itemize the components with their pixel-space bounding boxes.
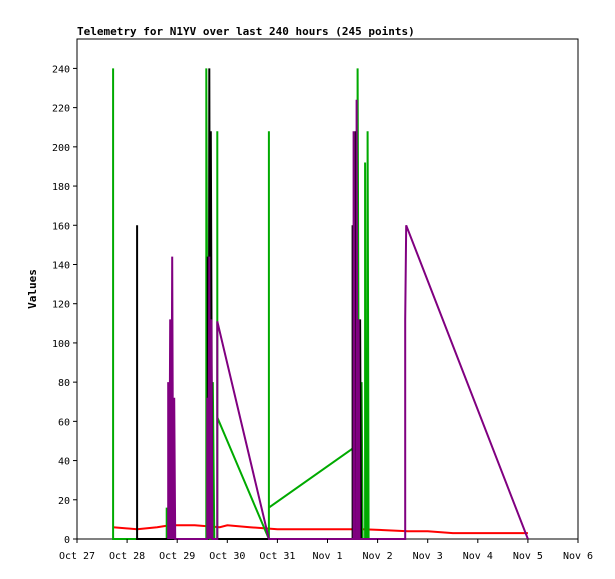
y-tick-label: 200 [52,143,70,154]
plot-area-frame [76,38,579,540]
y-tick-label: 20 [58,496,70,507]
x-tick-label: Oct 31 [259,551,295,562]
y-tick-label: 60 [58,417,70,428]
x-tick-label: Oct 28 [109,551,145,562]
x-tick-label: Oct 29 [159,551,195,562]
y-tick-label: 100 [52,339,70,350]
chart-title: Telemetry for N1YV over last 240 hours (… [77,25,415,38]
series-layer [112,68,529,540]
y-tick-label: 140 [52,260,70,271]
y-tick-label: 180 [52,182,70,193]
x-tick-label: Nov 4 [463,551,493,562]
x-tick-label: Nov 5 [513,551,543,562]
series-line-0 [113,524,528,535]
y-axis-ticks: 0 20 40 60 80 100 120 140 160 180 200 220 240 [52,64,77,546]
y-tick-label: 40 [58,457,70,468]
y-tick-label: 120 [52,300,70,311]
y-axis-label: Values [26,269,39,309]
series-line-3 [167,99,529,540]
y-tick-label: 80 [58,378,70,389]
x-tick-label: Nov 6 [563,551,593,562]
x-tick-label: Nov 3 [413,551,443,562]
x-tick-label: Nov 1 [312,551,342,562]
x-tick-label: Nov 2 [363,551,393,562]
x-tick-label: Oct 27 [59,551,95,562]
y-tick-label: 0 [64,535,70,546]
x-axis-ticks: Oct 27 Oct 28 Oct 29 Oct 30 Oct 31 Nov 1 Nov 2… [59,539,593,562]
x-tick-label: Oct 30 [209,551,245,562]
y-tick-label: 220 [52,104,70,115]
y-tick-label: 240 [52,64,70,75]
y-tick-label: 160 [52,221,70,232]
